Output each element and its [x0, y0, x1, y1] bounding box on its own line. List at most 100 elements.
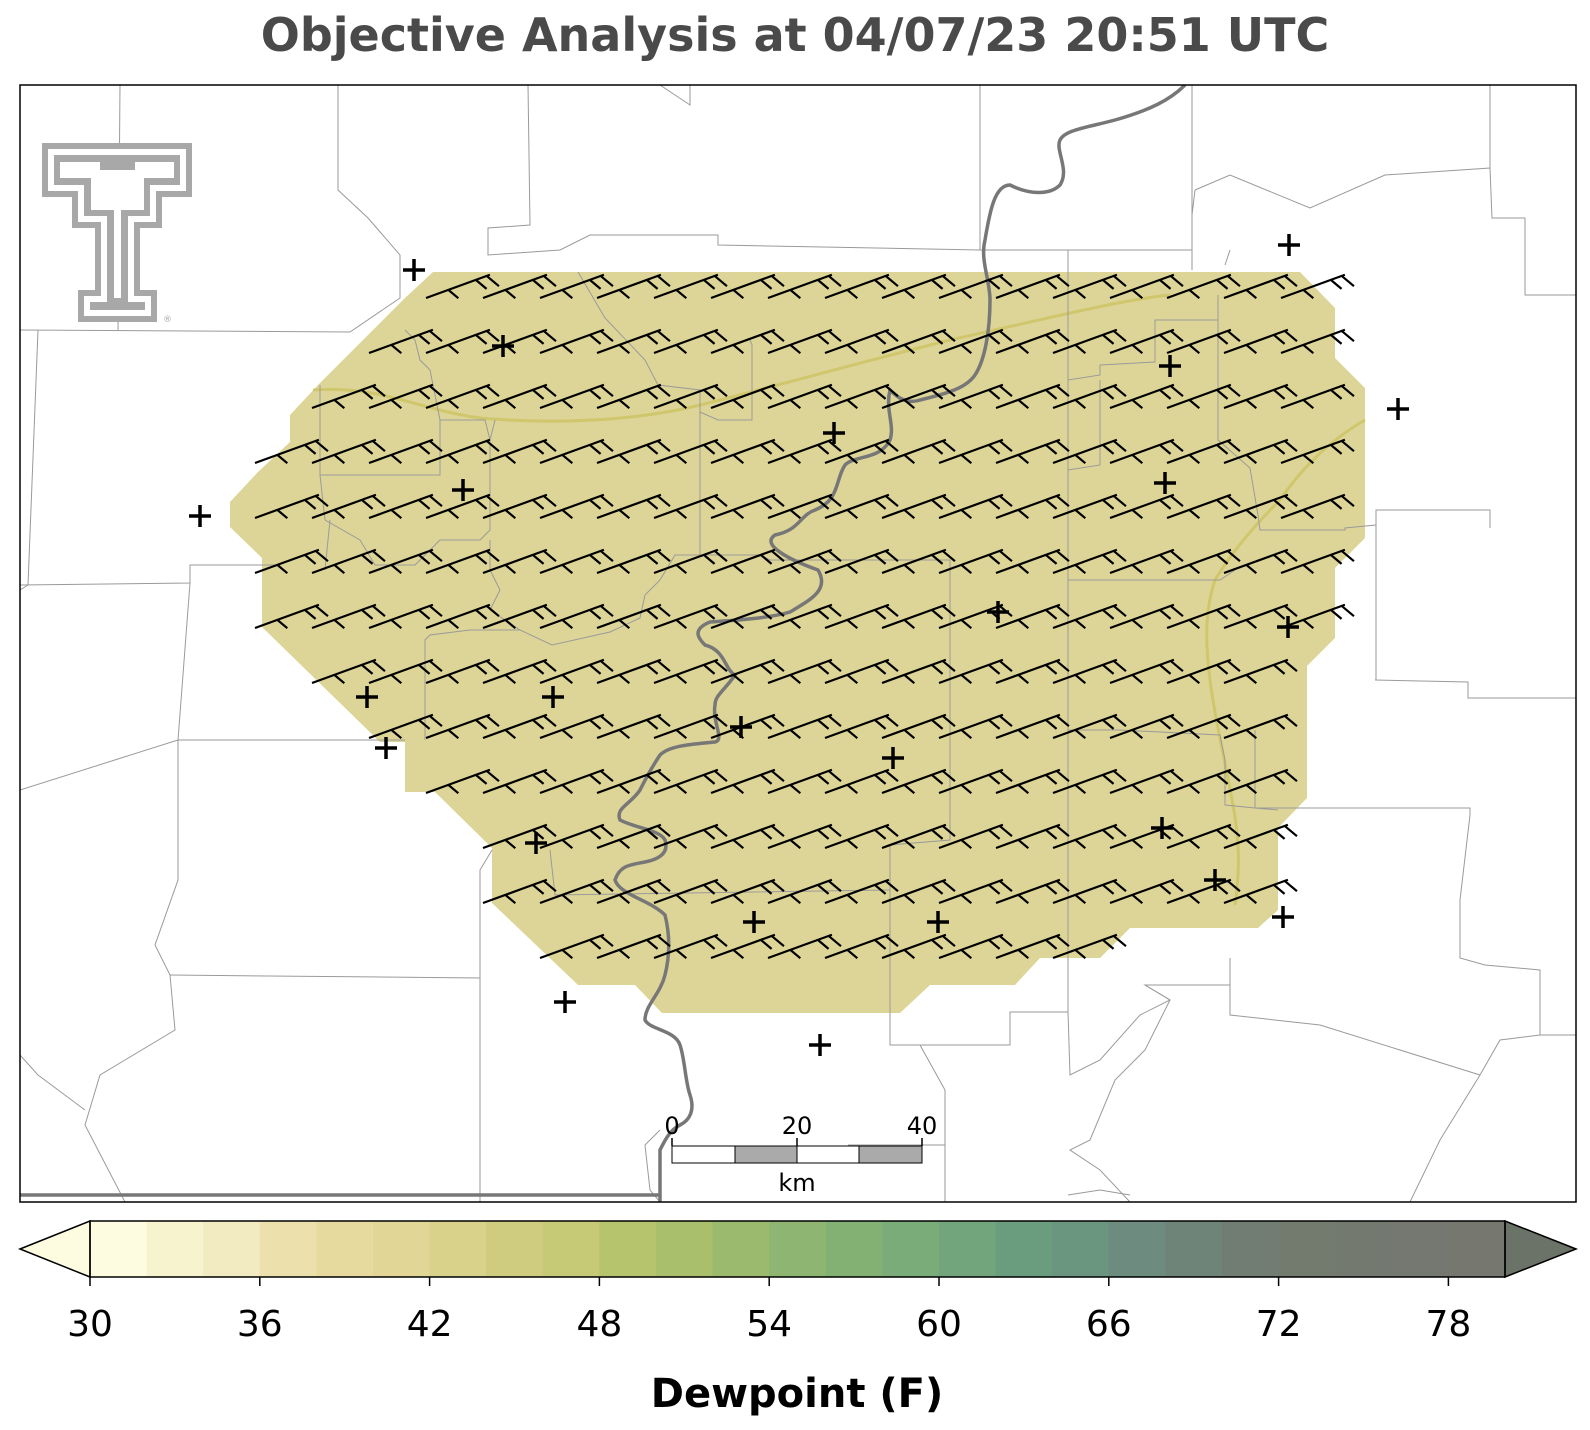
- wind-barb-staff: [311, 548, 377, 575]
- colorbar-segment: [1335, 1221, 1393, 1277]
- wind-barb-feather: [1131, 399, 1144, 410]
- wind-barb-feather: [1102, 334, 1115, 345]
- wind-barb-feather: [589, 389, 602, 400]
- wind-barb-staff: [596, 603, 662, 630]
- wind-barb-feather: [998, 495, 1013, 508]
- wind-barb-feather: [960, 344, 973, 355]
- wind-barb-feather: [874, 444, 887, 455]
- wind-barb-feather: [941, 715, 956, 728]
- colorbar-segment: [599, 1221, 657, 1277]
- wind-barb-feather: [542, 440, 557, 453]
- wind-barb-staff: [1166, 493, 1232, 520]
- wind-barb-feather: [874, 939, 887, 950]
- wind-barb-staff: [1280, 383, 1346, 410]
- wind-barb-feather: [874, 499, 887, 510]
- wind-barb-staff: [1280, 328, 1346, 355]
- wind-barb-feather: [371, 385, 386, 398]
- wind-barb-feather: [618, 949, 631, 960]
- wind-barb-feather: [770, 275, 785, 288]
- wind-barb-feather: [1045, 389, 1058, 400]
- wind-barb-feather: [532, 719, 545, 730]
- wind-barb-staff: [596, 823, 662, 850]
- wind-barb-feather: [884, 770, 899, 783]
- wind-barb-feather: [760, 279, 773, 290]
- wind-barb-feather: [1159, 499, 1172, 510]
- wind-barb-staff: [1223, 328, 1289, 355]
- wind-barb-feather: [1330, 609, 1343, 620]
- wind-barb-feather: [1102, 774, 1115, 785]
- wind-barb-feather: [903, 674, 916, 685]
- wind-barb-feather: [1074, 949, 1087, 960]
- wind-barb-feather: [532, 279, 545, 290]
- wind-barb-staff: [1223, 273, 1289, 300]
- wind-barb-feather: [1159, 719, 1172, 730]
- colorbar-segment: [259, 1221, 317, 1277]
- wind-barb-feather: [1131, 784, 1144, 795]
- wind-barb-feather: [532, 554, 545, 565]
- wind-barb-feather: [1159, 664, 1172, 675]
- wind-barb-feather: [770, 770, 785, 783]
- wind-barb-feather: [1017, 564, 1030, 575]
- colorbar-segment: [203, 1221, 261, 1277]
- wind-barb-feather: [675, 729, 688, 740]
- wind-barb-feather: [903, 344, 916, 355]
- scale-label-0: 0: [664, 1112, 679, 1140]
- wind-barb-feather: [589, 279, 602, 290]
- wind-barb-feather: [542, 330, 557, 343]
- wind-barb-feather: [1017, 619, 1030, 630]
- wind-barb-feather: [485, 495, 500, 508]
- wind-barb-feather: [941, 495, 956, 508]
- wind-barb-feather: [447, 564, 460, 575]
- wind-barb-staff: [254, 493, 320, 520]
- wind-barb-feather: [1226, 495, 1241, 508]
- wind-barb-feather: [760, 499, 773, 510]
- wind-barb-staff: [710, 328, 776, 355]
- wind-barb-feather: [475, 609, 488, 620]
- wind-barb-feather: [960, 454, 973, 465]
- wind-barb-staff: [1052, 603, 1118, 630]
- wind-barb-staff: [1109, 493, 1175, 520]
- wind-barb-feather: [475, 444, 488, 455]
- wind-barb-feather: [542, 770, 557, 783]
- wind-barb-feather: [1226, 605, 1241, 618]
- wind-barb-feather: [770, 715, 785, 728]
- wind-barb-feather: [760, 389, 773, 400]
- wind-barb-feather: [817, 664, 830, 675]
- wind-barb-feather: [1283, 385, 1298, 398]
- wind-barb-staff: [824, 328, 890, 355]
- wind-barb-feather: [931, 334, 944, 345]
- wind-barb-feather: [1273, 334, 1286, 345]
- wind-barb-feather: [770, 825, 785, 838]
- wind-barb-feather: [931, 389, 944, 400]
- wind-barb-feather: [1045, 939, 1058, 950]
- wind-barb-feather: [561, 399, 574, 410]
- wind-barb-feather: [542, 605, 557, 618]
- wind-barb-feather: [732, 894, 745, 905]
- wind-barb-feather: [656, 385, 671, 398]
- wind-barb-feather: [1055, 330, 1070, 343]
- wind-barb-feather: [1017, 454, 1030, 465]
- wind-barb-feather: [1245, 784, 1258, 795]
- wind-barb-staff: [254, 548, 320, 575]
- wind-barb-feather: [1188, 564, 1201, 575]
- wind-barb-feather: [1273, 719, 1286, 730]
- wind-barb-feather: [874, 554, 887, 565]
- wind-barb-feather: [447, 729, 460, 740]
- wind-barb-feather: [1226, 660, 1241, 673]
- wind-barb-feather: [1112, 770, 1127, 783]
- wind-barb-feather: [770, 660, 785, 673]
- wind-barb-staff: [881, 713, 947, 740]
- wind-barb-staff: [1280, 548, 1346, 575]
- wind-barb-staff: [539, 493, 605, 520]
- wind-barb-feather: [675, 344, 688, 355]
- station-markers: [189, 234, 1409, 1056]
- wind-barb-staff: [938, 493, 1004, 520]
- wind-barb-feather: [1169, 275, 1184, 288]
- wind-barb-feather: [703, 719, 716, 730]
- wind-barb-feather: [760, 609, 773, 620]
- wind-barb-feather: [1245, 454, 1258, 465]
- wind-barb-staff: [1166, 548, 1232, 575]
- wind-barb-feather: [1283, 605, 1298, 618]
- wind-barb-staff: [938, 383, 1004, 410]
- wind-barb-staff: [824, 273, 890, 300]
